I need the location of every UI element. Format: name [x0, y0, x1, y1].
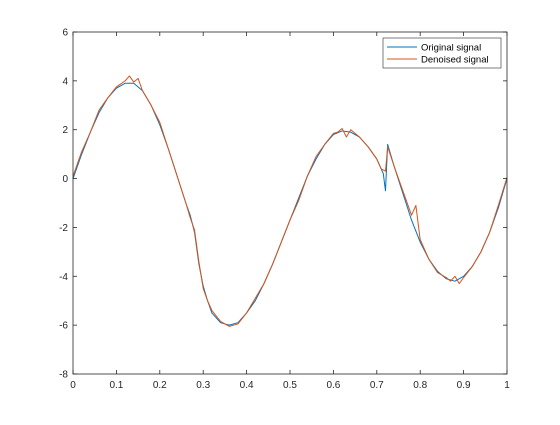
x-tick-label: 1	[504, 380, 510, 391]
y-tick-label: -4	[59, 272, 68, 283]
y-tick-label: 2	[62, 125, 68, 136]
y-axis-ticks: -8 -6 -4 -2 0 2 4 6	[59, 28, 507, 381]
x-tick-label: 0.8	[413, 380, 427, 391]
x-tick-label: 0.5	[283, 380, 297, 391]
x-tick-label: 0.3	[196, 380, 210, 391]
plot-background	[73, 32, 507, 374]
x-tick-label: 0.7	[370, 380, 384, 391]
y-tick-label: 4	[62, 76, 68, 87]
y-tick-label: -8	[59, 370, 68, 381]
plot-area	[73, 32, 507, 374]
x-tick-label: 0	[70, 380, 76, 391]
y-tick-label: -6	[59, 321, 68, 332]
x-tick-label: 0.1	[109, 380, 123, 391]
y-tick-label: -2	[59, 223, 68, 234]
series-layer	[72, 75, 508, 327]
x-tick-label: 0.9	[457, 380, 471, 391]
x-tick-label: 0.6	[326, 380, 340, 391]
y-tick-label: 0	[62, 174, 68, 185]
series-line-2	[72, 75, 508, 327]
legend-label: Denoised signal	[421, 55, 489, 66]
legend-box	[382, 37, 502, 69]
y-tick-label: 6	[62, 28, 68, 39]
x-tick-label: 0.4	[240, 380, 254, 391]
legend-label: Original signal	[421, 43, 481, 54]
x-axis-ticks: 0 0.1 0.2 0.3 0.4 0.5 0.6 0.7 0.8 0.9 1	[70, 32, 510, 391]
x-tick-label: 0.2	[153, 380, 167, 391]
